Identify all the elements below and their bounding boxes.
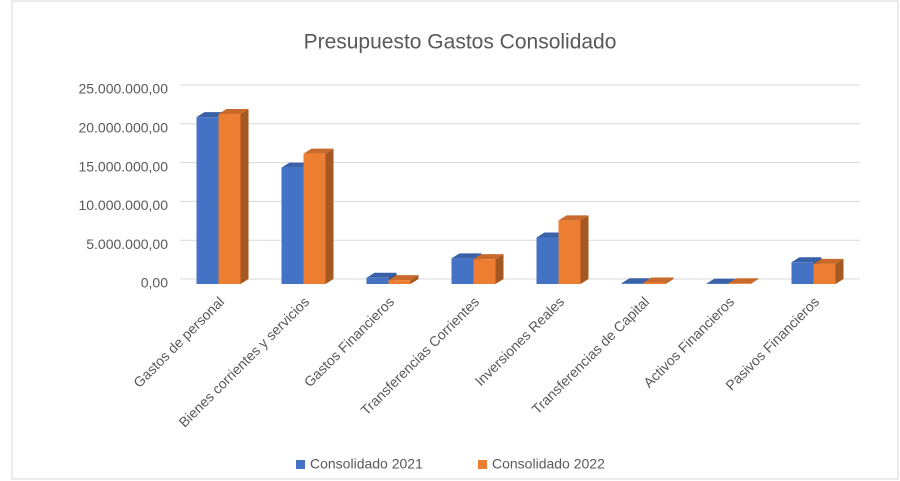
y-tick-label: 20.000.000,00 <box>78 120 168 136</box>
bar <box>218 114 241 284</box>
legend-swatch <box>296 460 305 469</box>
bar <box>281 167 304 284</box>
bar-top <box>706 278 737 284</box>
bar-top <box>218 109 249 115</box>
bar-top <box>621 278 652 284</box>
bar <box>451 258 474 284</box>
bar-top <box>303 148 334 154</box>
bar-top <box>791 257 822 263</box>
bar <box>196 117 219 284</box>
y-tick-label: 10.000.000,00 <box>78 197 168 213</box>
bar <box>813 263 836 284</box>
legend-swatch <box>478 460 487 469</box>
y-tick-label: 25.000.000,00 <box>78 81 168 97</box>
bar <box>366 277 389 284</box>
bar <box>473 259 496 284</box>
bar <box>536 237 559 284</box>
bar-top <box>558 215 589 221</box>
bar <box>303 153 326 284</box>
bar <box>558 220 581 284</box>
bar-side <box>495 254 504 284</box>
bar-side <box>410 275 419 284</box>
bar-top <box>451 253 482 259</box>
legend-label: Consolidado 2022 <box>492 456 605 472</box>
bar-side <box>750 278 759 284</box>
bar-top <box>473 254 504 260</box>
bar-top <box>366 272 397 278</box>
chart-title: Presupuesto Gastos Consolidado <box>304 31 617 54</box>
bar-side <box>325 148 334 284</box>
bar <box>791 262 814 284</box>
bar-side <box>240 109 249 284</box>
bar-side <box>665 277 674 284</box>
bar-top <box>643 277 674 283</box>
y-tick-label: 15.000.000,00 <box>78 158 168 174</box>
bar <box>728 283 751 284</box>
y-tick-label: 0,00 <box>141 275 168 291</box>
legend-label: Consolidado 2021 <box>310 456 423 472</box>
y-tick-label: 5.000.000,00 <box>86 236 168 252</box>
bar <box>388 280 411 284</box>
bar-side <box>835 258 844 284</box>
bar-side <box>580 215 589 284</box>
bar <box>643 282 666 284</box>
bar-top <box>813 258 844 264</box>
bar-top <box>388 275 419 281</box>
bar-top <box>728 278 759 284</box>
bar <box>621 283 644 284</box>
